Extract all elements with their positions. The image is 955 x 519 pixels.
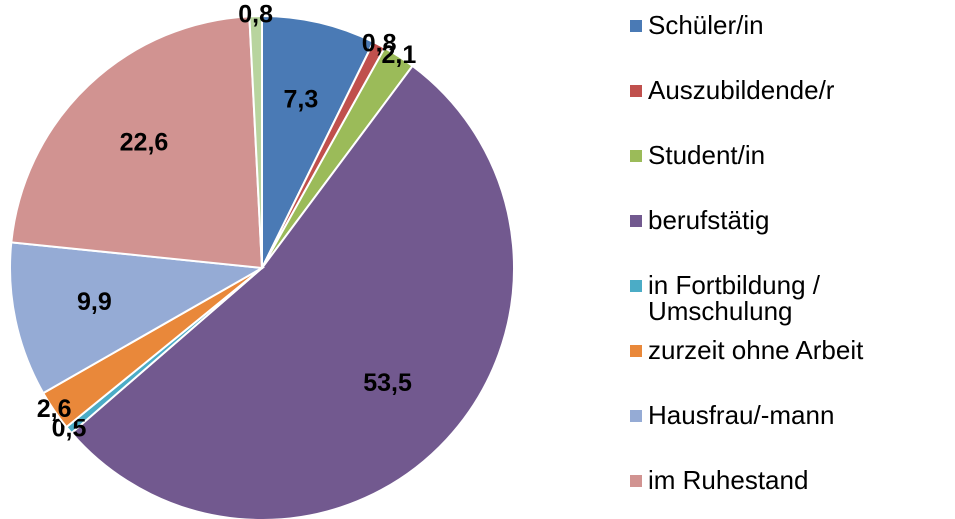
legend-item: im Ruhestand: [630, 467, 950, 493]
legend-label: Schüler/in: [648, 10, 764, 40]
legend-label: zurzeit ohne Arbeit: [648, 335, 864, 365]
slice: [248, 14, 263, 269]
slice: [9, 241, 266, 395]
value-label: 0,8: [238, 1, 273, 29]
legend-item: in Fortbildung / Umschulung: [630, 272, 950, 324]
slice: [10, 15, 264, 270]
legend-swatch: [630, 410, 642, 422]
value-label: 2,1: [382, 41, 417, 69]
legend-item: Schüler/in: [630, 12, 950, 38]
pie: 7,30,82,153,50,52,69,922,60,8: [9, 1, 515, 519]
legend-swatch: [630, 150, 642, 162]
value-label: 9,9: [77, 288, 112, 316]
legend-swatch: [630, 215, 642, 227]
value-label: 7,3: [284, 86, 319, 114]
legend-swatch: [630, 85, 642, 97]
legend-label: in Fortbildung / Umschulung: [648, 270, 820, 326]
legend-item: berufstätig: [630, 207, 950, 233]
legend-item: Student/in: [630, 142, 950, 168]
legend-swatch: [630, 20, 642, 32]
legend-label: berufstätig: [648, 205, 770, 235]
legend-item: Hausfrau/-mann: [630, 402, 950, 428]
value-label: 22,6: [120, 128, 169, 156]
legend-swatch: [630, 280, 642, 292]
legend-item: zurzeit ohne Arbeit: [630, 337, 950, 363]
value-label: 53,5: [363, 369, 412, 397]
slice: [70, 64, 515, 519]
legend-swatch: [630, 345, 642, 357]
legend-label: Auszubildende/r: [648, 75, 835, 105]
slice: [261, 14, 375, 269]
value-label: 2,6: [37, 395, 72, 423]
legend-label: Student/in: [648, 140, 766, 170]
legend-label: im Ruhestand: [648, 465, 809, 495]
legend-item: Auszubildende/r: [630, 77, 950, 103]
legend-label: Hausfrau/-mann: [648, 400, 835, 430]
legend-swatch: [630, 475, 642, 487]
